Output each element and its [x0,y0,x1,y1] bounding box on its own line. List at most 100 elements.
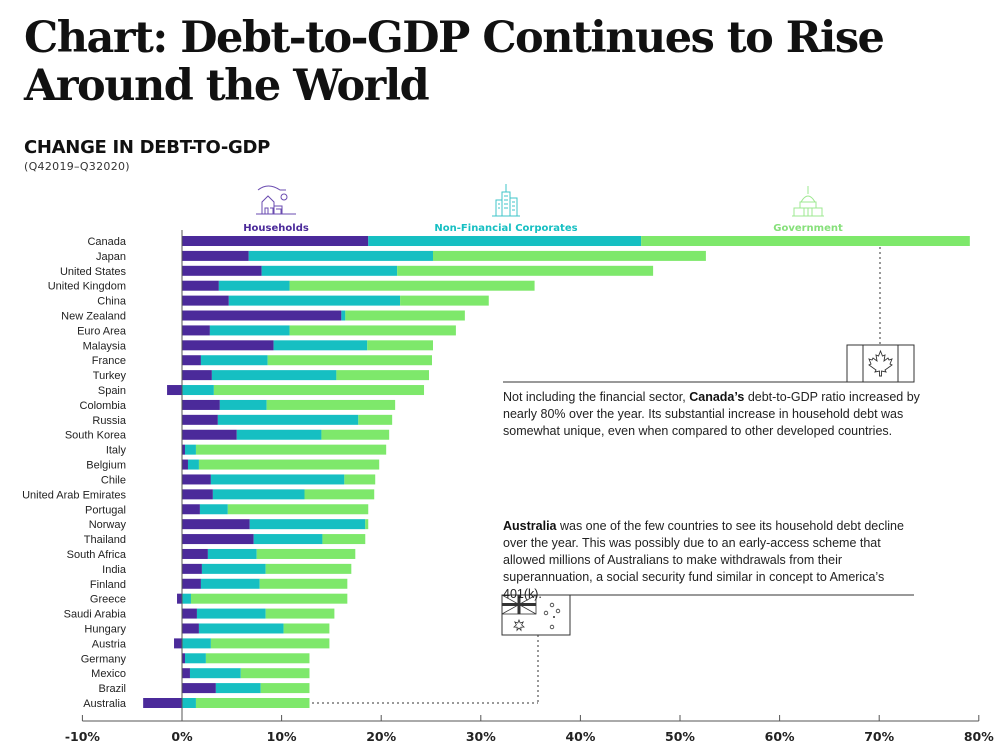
canada-flag-icon [846,344,915,383]
x-tick-label: 40% [565,729,595,744]
country-label-mexico: Mexico [91,668,126,680]
canada-annotation-bold: Canada’s [689,390,745,404]
bar-row-belgium [182,459,380,470]
bar-austria-non-financial-corporates [182,638,211,649]
bar-row-mexico [182,668,310,679]
bar-saudi-arabia-government [265,608,335,619]
bar-united-kingdom-government [289,280,535,291]
bar-row-malaysia [182,340,433,351]
bar-new-zealand-households [182,310,342,321]
bar-hungary-households [182,623,199,634]
bar-hungary-non-financial-corporates [198,623,284,634]
bar-spain-government [213,385,425,396]
bar-norway-non-financial-corporates [249,519,366,530]
bar-belgium-non-financial-corporates [187,459,199,470]
bar-germany-households [182,653,185,664]
country-label-turkey: Turkey [93,370,127,382]
bar-spain-non-financial-corporates [182,385,214,396]
country-label-france: France [92,355,126,367]
bar-belgium-government [198,459,380,470]
bar-japan-households [182,250,249,261]
bar-russia-households [182,414,218,425]
bar-row-united-kingdom [182,280,535,291]
callouts [312,247,915,704]
house-icon [256,185,296,215]
australia-annotation-text: was one of the few countries to see its … [503,519,904,601]
canada-annotation-text-1: Not including the financial sector, [503,390,690,404]
bar-euro-area-households [182,325,210,336]
bar-chile-government [344,474,376,485]
australia-flag-icon [501,594,571,636]
bar-finland-non-financial-corporates [200,578,260,589]
bar-mexico-households [182,668,190,679]
bar-south-korea-government [321,429,390,440]
x-tick-label: 60% [765,729,795,744]
country-label-south-africa: South Africa [67,549,127,561]
bar-turkey-households [182,370,212,381]
bar-portugal-government [227,504,369,515]
bar-row-finland [182,578,348,589]
country-label-italy: Italy [106,445,127,457]
canada-annotation: Not including the financial sector, Cana… [503,389,923,440]
legend: Households Non-Financial Corporates Govern… [243,184,843,234]
legend-label-government: Government [773,223,843,234]
bar-norway-government [365,519,369,530]
bar-finland-government [259,578,348,589]
bar-india-government [265,563,352,574]
country-label-thailand: Thailand [84,534,126,546]
bar-united-states-government [397,265,654,276]
bar-euro-area-government [289,325,456,336]
capitol-building-icon [792,186,824,217]
bar-row-india [182,563,352,574]
bar-row-germany [182,653,310,664]
country-label-belgium: Belgium [86,460,126,472]
bar-finland-households [182,578,201,589]
country-label-greece: Greece [90,594,126,606]
bar-row-brazil [182,683,310,694]
bar-row-south-africa [182,548,356,559]
bar-italy-non-financial-corporates [184,444,196,455]
bar-colombia-non-financial-corporates [219,399,267,410]
country-label-united-states: United States [60,266,127,278]
x-axis: -10% 0% 10% 20% 30% 40% 50% 60% 70% 80% [65,230,994,744]
bars [143,236,970,708]
bar-china-households [182,295,229,306]
country-label-portugal: Portugal [85,504,126,516]
bar-thailand-government [322,534,366,545]
bar-australia-households [143,698,182,708]
x-tick-label: -10% [65,729,101,744]
x-tick-label: 70% [864,729,894,744]
bar-row-austria [174,638,330,649]
bar-united-kingdom-households [182,280,219,291]
bar-united-arab-emirates-government [304,489,375,500]
bar-turkey-non-financial-corporates [211,370,337,381]
bar-row-new-zealand [182,310,465,321]
bar-mexico-non-financial-corporates [189,668,241,679]
country-label-india: India [102,564,127,576]
office-building-icon [492,184,520,217]
bar-canada-government [641,236,970,246]
bar-greece-households [177,593,182,604]
bar-canada-households [182,236,369,246]
bar-norway-households [182,519,250,530]
bar-france-government [267,355,432,366]
bar-saudi-arabia-households [182,608,197,619]
bar-united-arab-emirates-households [182,489,213,500]
bar-row-canada [182,236,970,246]
bar-row-russia [182,414,393,425]
bar-row-colombia [182,399,396,410]
bar-colombia-government [266,399,396,410]
bar-chile-non-financial-corporates [210,474,345,485]
country-label-japan: Japan [96,251,126,263]
country-label-united-kingdom: United Kingdom [48,281,126,293]
bar-united-kingdom-non-financial-corporates [218,280,290,291]
bar-russia-non-financial-corporates [217,414,359,425]
bar-austria-households [174,638,182,649]
bar-brazil-non-financial-corporates [215,683,261,694]
country-label-canada: Canada [87,236,126,248]
bar-brazil-households [182,683,216,694]
bar-new-zealand-non-financial-corporates [341,310,346,321]
bar-south-korea-non-financial-corporates [236,429,322,440]
bar-malaysia-households [182,340,274,351]
